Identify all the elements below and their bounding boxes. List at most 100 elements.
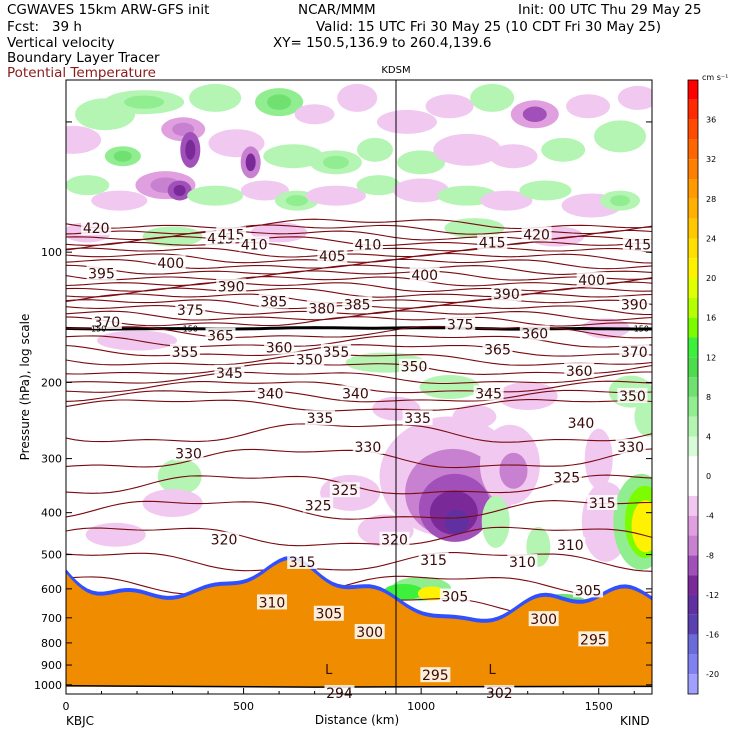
theta-label-bg	[439, 588, 470, 604]
pressure-150-label: 150	[183, 324, 198, 333]
vv-cell	[489, 144, 538, 169]
theta-label: 310	[509, 555, 536, 571]
colorbar-tick-label: 24	[706, 234, 716, 243]
colorbar-swatch	[688, 357, 698, 378]
colorbar-swatch	[688, 337, 698, 358]
theta-label: 355	[172, 345, 199, 361]
theta-contour	[66, 264, 652, 275]
theta-label-bg	[622, 236, 653, 252]
y-tick-label: 1000	[34, 679, 62, 692]
colorbar-tick-label: -20	[706, 670, 719, 679]
theta-contour	[66, 247, 652, 258]
theta-label-bg	[573, 582, 604, 598]
low-marker: L	[325, 663, 333, 678]
theta-label: 410	[241, 238, 268, 254]
theta-label-bg	[379, 531, 410, 547]
theta-contour	[66, 575, 652, 596]
vv-cell	[480, 190, 533, 211]
theta-label: 325	[553, 471, 580, 487]
colorbar-frame	[687, 79, 699, 695]
theta-contour	[66, 287, 652, 298]
vv-cell	[263, 144, 324, 169]
y-tick-label: 300	[41, 453, 62, 466]
vv-cell	[376, 109, 437, 134]
colorbar-swatch	[688, 594, 698, 615]
colorbar-swatch	[688, 278, 698, 298]
colorbar-swatch	[688, 674, 698, 694]
theta-label: 420	[523, 227, 550, 243]
vv-cell	[66, 175, 110, 196]
theta-contour	[66, 276, 652, 287]
vv-core	[185, 139, 196, 160]
field-vertical-velocity: Vertical velocity	[7, 35, 115, 51]
valid-time: Valid: 15 UTC Fri 30 May 25 (10 CDT Fri …	[316, 19, 661, 35]
theta-label-bg	[619, 343, 650, 359]
theta-label: 370	[93, 315, 120, 331]
theta-label: 315	[420, 553, 447, 569]
colorbar-swatch	[688, 456, 698, 496]
vv-updraft	[631, 500, 652, 553]
colorbar-swatch	[688, 575, 698, 595]
theta-label-bg	[255, 385, 286, 401]
theta-label-bg	[445, 316, 476, 332]
theta-label-bg	[521, 226, 552, 242]
theta-label: 320	[381, 533, 408, 549]
colorbar-tick-label: 4	[706, 433, 711, 442]
theta-label: 305	[575, 583, 602, 599]
theta-label-bg	[317, 247, 348, 263]
theta-label-bg	[86, 265, 117, 281]
theta-label: 375	[177, 303, 204, 319]
colorbar-swatch	[688, 198, 698, 219]
x-tick-label: 1000	[407, 700, 435, 713]
colorbar-swatch	[688, 436, 698, 457]
theta-label-bg	[169, 343, 200, 359]
colorbar-tick-label: 28	[706, 195, 716, 204]
vv-updraft	[481, 495, 510, 548]
station-label-right: KIND	[620, 714, 650, 728]
potential-temperature-contours	[66, 218, 652, 636]
colorbar-tick-label: -8	[706, 551, 714, 560]
theta-label-bg	[342, 296, 373, 312]
theta-label: 345	[216, 366, 243, 382]
theta-label: 330	[355, 440, 382, 456]
theta-label-bg	[324, 685, 355, 701]
vv-cell	[305, 185, 366, 206]
vv-cell	[356, 175, 401, 196]
theta-label: 340	[568, 416, 595, 432]
theta-label-bg	[619, 296, 650, 312]
theta-label-bg	[329, 482, 360, 498]
theta-label: 380	[308, 302, 335, 318]
colorbar-swatch	[688, 634, 698, 655]
y-tick-label: 200	[41, 376, 62, 389]
colorbar: 36 32 28 24 20 16 12 8 4 0 -4 -8 -12 -16 -20	[687, 79, 719, 695]
theta-label: 335	[404, 411, 431, 427]
colorbar-tick-label: -4	[706, 512, 714, 521]
vv-core	[610, 195, 631, 207]
theta-label-bg	[418, 552, 449, 568]
vv-cell	[566, 94, 611, 119]
theta-label-bg	[354, 624, 385, 640]
vv-cell	[541, 137, 586, 162]
colorbar-swatch	[688, 654, 698, 675]
vv-cell	[470, 83, 515, 112]
below-ground	[66, 686, 652, 694]
theta-label: 360	[566, 364, 593, 380]
y-tick-label: 500	[41, 549, 62, 562]
x-tick-label: 500	[233, 700, 254, 713]
theta-label: 325	[331, 483, 358, 499]
theta-label: 365	[484, 343, 511, 359]
colorbar-tick-label: 12	[706, 353, 716, 362]
vv-cell	[337, 83, 378, 112]
theta-label: 405	[319, 249, 346, 265]
theta-label-bg	[399, 358, 430, 374]
theta-label: 300	[530, 612, 557, 628]
theta-contour	[66, 551, 652, 572]
theta-label-bg	[352, 236, 383, 252]
theta-label: 390	[218, 279, 245, 295]
theta-label-bg	[81, 220, 112, 236]
theta-contour	[66, 224, 652, 235]
theta-label-bg	[576, 272, 607, 288]
theta-label-bg	[264, 339, 295, 355]
vv-core	[113, 150, 132, 162]
theta-contour	[66, 316, 652, 327]
